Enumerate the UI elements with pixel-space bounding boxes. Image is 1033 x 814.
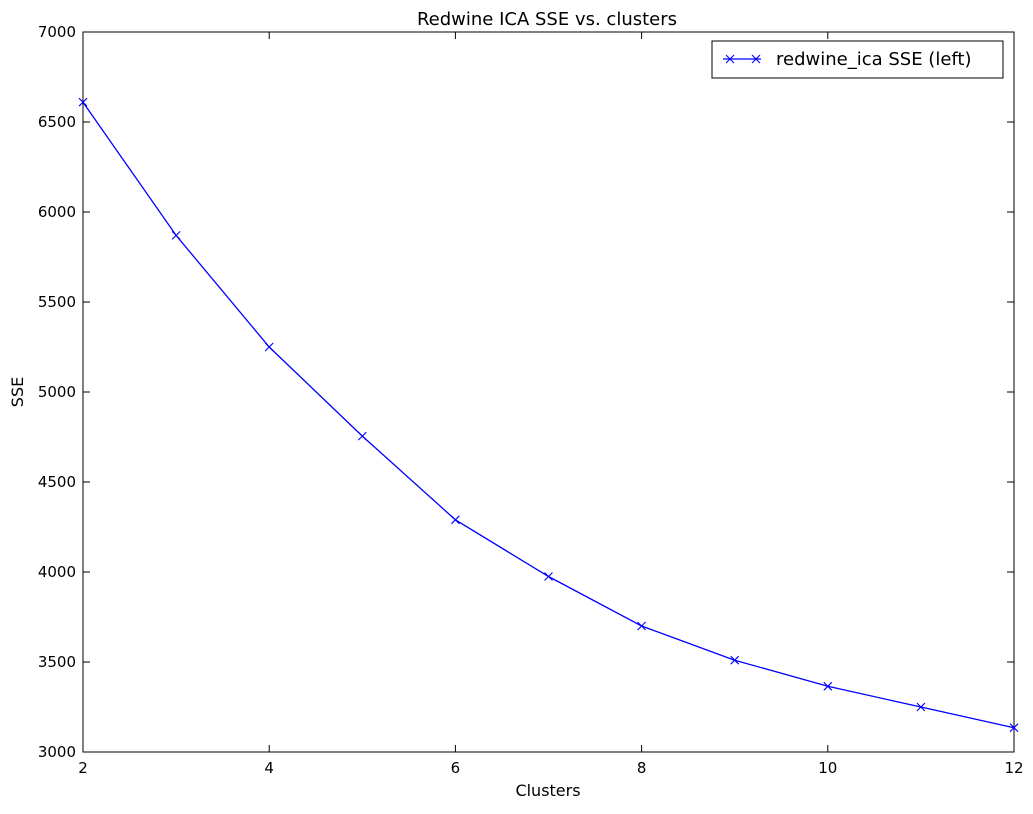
x-tick-label: 12 xyxy=(1004,759,1023,777)
data-point-marker xyxy=(357,431,367,441)
data-point-marker xyxy=(544,572,553,581)
y-tick-label: 4000 xyxy=(38,563,76,581)
data-point-marker xyxy=(451,515,460,525)
y-tick-label: 6000 xyxy=(38,203,76,221)
x-axis-label: Clusters xyxy=(515,781,580,800)
data-point-marker xyxy=(171,231,181,240)
plot-area xyxy=(82,31,1015,753)
x-axis: 2 4 6 8 10 12 xyxy=(78,32,1024,777)
y-tick: 6000 xyxy=(38,203,1014,221)
y-tick-label: 6500 xyxy=(38,113,76,131)
x-tick-label: 10 xyxy=(818,759,837,777)
data-point-marker xyxy=(78,97,88,107)
y-tick: 5000 xyxy=(38,383,1014,401)
y-axis: 3000 3500 4000 4500 5000 5500 6000 6500 7000 xyxy=(38,23,1014,761)
y-tick-label: 4500 xyxy=(38,473,76,491)
x-tick: 10 xyxy=(818,32,837,777)
x-tick-label: 4 xyxy=(264,759,274,777)
legend: redwine_ica SSE (left) xyxy=(711,40,1004,79)
y-tick: 4500 xyxy=(38,473,1014,491)
x-tick-label: 2 xyxy=(78,759,88,777)
y-tick-label: 5500 xyxy=(38,293,76,311)
y-tick-label: 3500 xyxy=(38,653,76,671)
data-point-marker xyxy=(1009,723,1019,733)
x-tick: 12 xyxy=(1004,32,1024,777)
series-layer xyxy=(78,97,1019,733)
data-point-marker xyxy=(916,702,926,712)
x-tick: 2 xyxy=(78,32,88,777)
data-point-marker xyxy=(637,621,646,631)
series-line xyxy=(82,101,1015,729)
legend-marker-icon xyxy=(725,54,761,64)
y-tick: 5500 xyxy=(38,293,1014,311)
y-tick: 7000 xyxy=(38,23,1014,41)
y-tick: 3500 xyxy=(38,653,1014,671)
y-tick: 6500 xyxy=(38,113,1014,131)
legend-label: redwine_ica SSE (left) xyxy=(776,49,972,70)
data-point-marker xyxy=(730,655,740,665)
x-tick-label: 8 xyxy=(637,759,647,777)
y-tick: 3000 xyxy=(38,743,1014,761)
data-point-marker xyxy=(823,681,833,691)
y-tick-label: 7000 xyxy=(38,23,76,41)
y-tick: 4000 xyxy=(38,563,1014,581)
data-point-marker xyxy=(264,342,274,352)
y-axis-label: SSE xyxy=(8,377,27,407)
y-tick-label: 3000 xyxy=(38,743,76,761)
x-tick-label: 6 xyxy=(451,759,461,777)
x-tick: 4 xyxy=(264,32,274,777)
series-0 xyxy=(78,97,1019,733)
x-tick: 6 xyxy=(451,32,461,777)
chart-title: Redwine ICA SSE vs. clusters xyxy=(417,9,677,30)
x-tick: 8 xyxy=(637,32,647,777)
y-tick-label: 5000 xyxy=(38,383,76,401)
